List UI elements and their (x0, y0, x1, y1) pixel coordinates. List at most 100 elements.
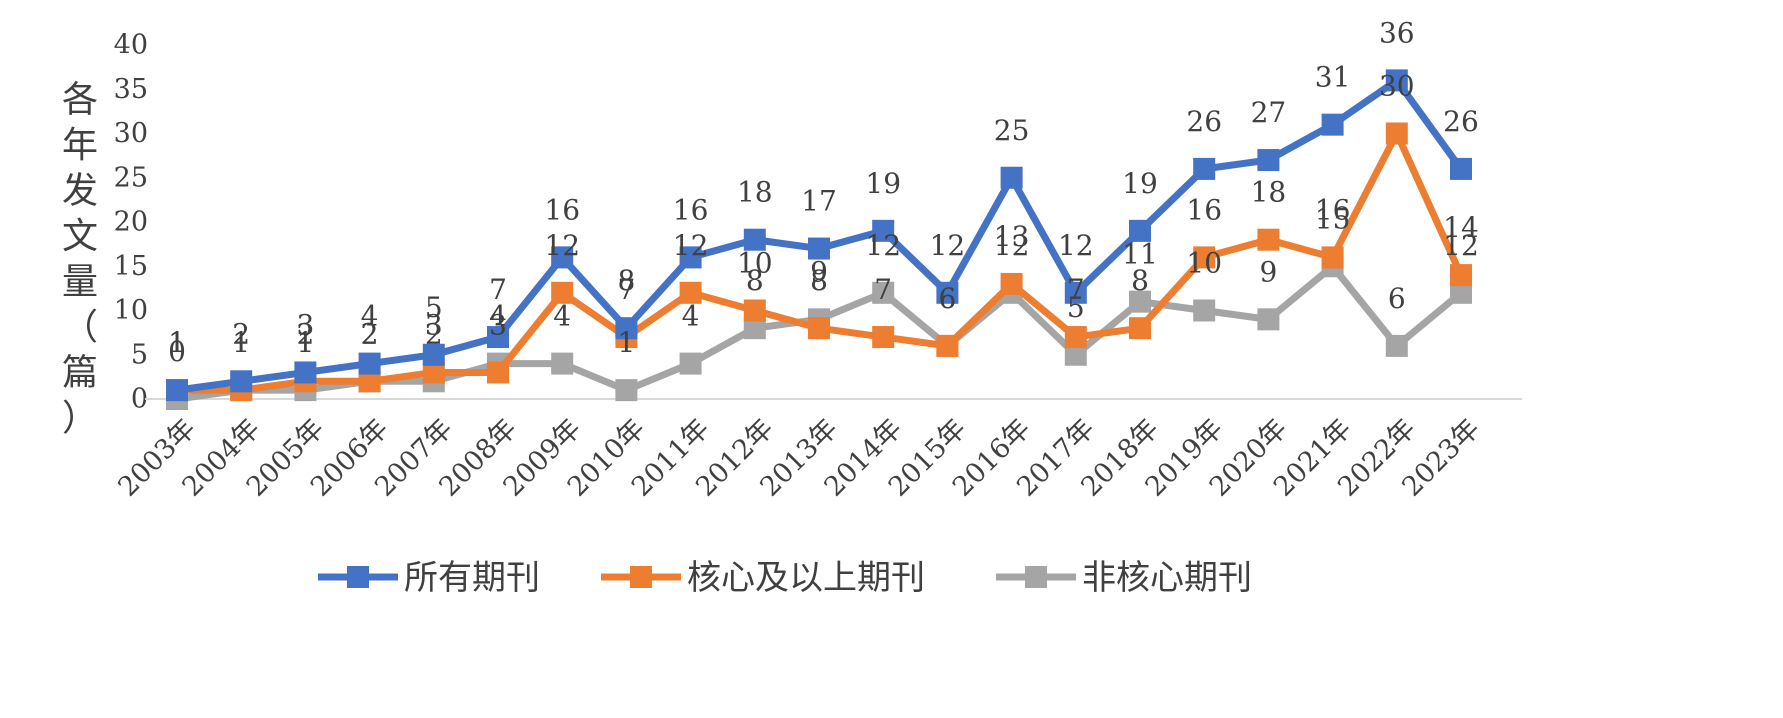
data-label: 12 (930, 229, 966, 262)
data-label: 19 (865, 167, 901, 200)
data-point (1129, 219, 1151, 242)
data-point (1257, 149, 1280, 172)
data-label: 1 (168, 326, 186, 359)
data-point (1257, 228, 1280, 251)
data-point (487, 361, 509, 384)
data-label: 1 (232, 326, 250, 359)
y-tick-label: 30 (114, 118, 148, 149)
data-point (1385, 334, 1408, 357)
data-label: 16 (1315, 193, 1351, 226)
data-label: 6 (938, 282, 956, 315)
data-point (1064, 281, 1087, 304)
data-point (679, 281, 702, 304)
data-point (679, 352, 702, 375)
series-group (166, 69, 1472, 410)
legend-marker (630, 566, 652, 588)
data-point (166, 379, 188, 402)
data-label: 30 (1379, 70, 1415, 103)
data-label: 26 (1443, 105, 1479, 138)
data-label: 7 (489, 273, 507, 306)
data-point (1000, 272, 1023, 295)
data-label: 12 (673, 229, 709, 262)
data-label: 8 (617, 264, 635, 297)
data-point (1193, 299, 1216, 322)
y-tick-label: 0 (131, 384, 148, 415)
data-point (1450, 264, 1472, 287)
y-axis-title-char: 文 (62, 216, 98, 257)
data-label: 9 (1259, 255, 1277, 288)
legend-item: 核心及以上期刊 (601, 558, 925, 598)
data-point (1321, 113, 1344, 136)
data-label: 1 (168, 326, 186, 359)
data-label: 5 (1067, 291, 1085, 324)
legend-marker (347, 566, 369, 588)
data-label: 6 (938, 282, 956, 315)
data-point (1000, 166, 1023, 189)
y-axis-title-char: ） (62, 398, 98, 439)
data-point (422, 343, 445, 366)
data-point (1450, 281, 1472, 304)
y-axis-title-char: 发 (62, 171, 98, 212)
legend-label: 非核心期刊 (1082, 558, 1252, 598)
data-point (1129, 317, 1151, 340)
data-point (872, 219, 895, 242)
y-tick-label: 25 (114, 162, 148, 193)
data-label: 7 (874, 273, 892, 306)
legend-item: 所有期刊 (318, 558, 540, 598)
data-point (551, 246, 574, 269)
y-axis-title-char: 篇 (62, 353, 98, 394)
legend: 所有期刊 核心及以上期刊 非核心期刊 (318, 558, 1252, 598)
data-label: 17 (801, 185, 837, 218)
data-label: 19 (1122, 167, 1158, 200)
data-label: 2 (425, 317, 443, 350)
data-point (872, 281, 895, 304)
data-label: 10 (1186, 247, 1222, 280)
data-label: 2 (361, 317, 379, 350)
y-tick-label: 40 (114, 30, 148, 61)
data-point (615, 317, 638, 340)
data-label: 4 (682, 300, 700, 333)
data-label: 13 (994, 220, 1030, 253)
data-point (1064, 343, 1087, 366)
legend-item: 非核心期刊 (996, 558, 1252, 598)
y-axis-ticks: 0 5 10 15 20 25 30 35 40 (114, 30, 148, 415)
legend-marker (1025, 566, 1047, 588)
data-label: 7 (617, 273, 635, 306)
data-label: 3 (489, 308, 507, 341)
data-point (487, 326, 509, 349)
data-label: 4 (361, 300, 379, 333)
data-label: 3 (425, 308, 443, 341)
data-label: 27 (1251, 96, 1287, 129)
data-label: 4 (489, 300, 507, 333)
data-label: 2 (296, 317, 314, 350)
data-label: 2 (232, 317, 250, 350)
data-point (743, 228, 766, 251)
y-axis-title-char: 各 (62, 80, 98, 121)
data-label: 12 (1058, 229, 1094, 262)
data-point (358, 352, 381, 375)
data-point (1321, 246, 1344, 269)
data-label: 5 (425, 291, 443, 324)
data-point (551, 352, 574, 375)
data-label: 11 (1122, 238, 1158, 271)
legend-label: 核心及以上期刊 (687, 558, 925, 598)
data-point (294, 361, 317, 384)
y-axis-title-char: （ (62, 307, 98, 348)
data-point (551, 281, 574, 304)
data-point (1193, 246, 1216, 269)
data-label: 16 (673, 193, 709, 226)
data-label: 14 (1443, 211, 1479, 244)
data-label: 1 (232, 326, 250, 359)
data-label: 31 (1315, 61, 1351, 94)
data-point (936, 334, 959, 357)
data-label: 12 (865, 229, 901, 262)
data-label: 18 (1251, 176, 1287, 209)
data-label: 4 (553, 300, 571, 333)
data-label: 9 (810, 255, 828, 288)
data-label: 8 (1131, 264, 1149, 297)
data-label: 12 (994, 229, 1030, 262)
data-point (1257, 308, 1280, 331)
